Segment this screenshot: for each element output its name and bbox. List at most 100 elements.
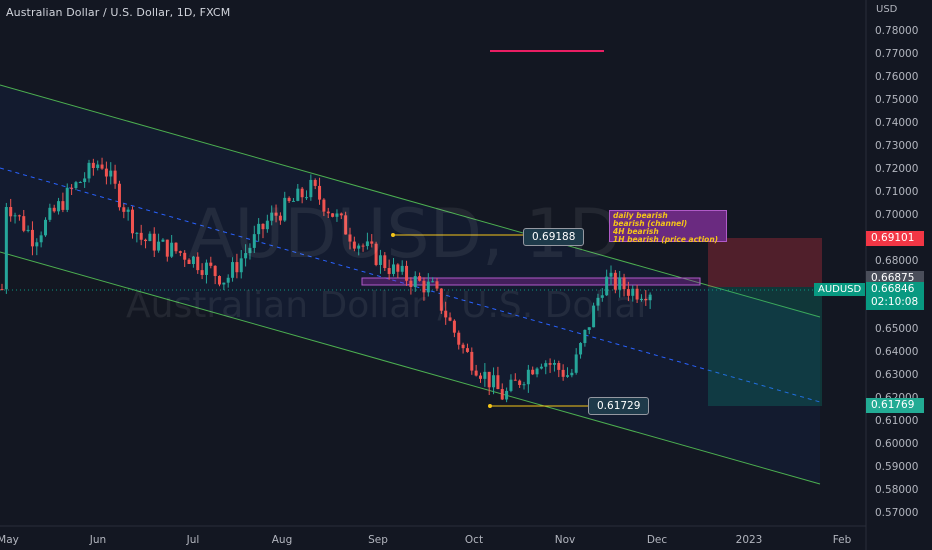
x-tick-label: Dec <box>646 534 668 546</box>
candle-body <box>400 265 404 272</box>
x-tick-label: Jul <box>186 534 200 546</box>
candle-body <box>474 370 478 376</box>
reward-zone <box>708 287 822 406</box>
candle-body <box>500 389 504 400</box>
candle-body <box>96 164 100 168</box>
candle-body <box>496 375 500 390</box>
candle-body <box>274 212 278 216</box>
candle-body <box>518 380 522 385</box>
candle-body <box>231 262 235 278</box>
candle-body <box>287 197 291 202</box>
candle-body <box>331 213 335 217</box>
candle-body <box>626 289 630 296</box>
candle-body <box>39 235 43 243</box>
candle-body <box>9 207 13 217</box>
candle-body <box>426 281 430 293</box>
y-tick-label: 0.74000 <box>875 116 919 129</box>
candle-body <box>639 298 643 300</box>
candle-body <box>35 242 39 247</box>
candle-body <box>622 277 626 290</box>
candle-body <box>413 276 417 288</box>
candle-body <box>22 216 26 231</box>
candle-body <box>13 215 17 217</box>
candle-body <box>283 197 287 221</box>
note-line: bearish (channel) <box>613 219 688 228</box>
target-price-tag: 0.69101 <box>866 231 924 246</box>
x-tick-label: Nov <box>554 534 576 546</box>
candle-body <box>465 348 469 352</box>
candle-body <box>544 363 548 367</box>
candle-body <box>457 332 461 345</box>
candle-body <box>148 233 152 242</box>
x-tick-label: 2023 <box>735 534 763 546</box>
y-tick-label: 0.71000 <box>875 185 919 198</box>
candle-body <box>235 262 239 273</box>
candle-body <box>78 182 82 184</box>
currency-label: USD <box>876 4 898 15</box>
candle-body <box>144 239 148 242</box>
candle-body <box>574 354 578 373</box>
note-line: 4H bearish <box>613 227 659 236</box>
candle-body <box>644 298 648 301</box>
candle-body <box>239 258 243 273</box>
candle-body <box>392 264 395 274</box>
candle-body <box>26 229 30 231</box>
candle-body <box>396 264 400 272</box>
candle-body <box>70 187 74 189</box>
candle-body <box>570 372 574 376</box>
candle-body <box>100 164 104 169</box>
candle-body <box>374 243 378 265</box>
candle-body <box>61 201 65 210</box>
y-tick-label: 0.68000 <box>875 254 919 267</box>
candle-body <box>470 351 474 371</box>
analysis-note[interactable]: daily bearish bearish (channel) 4H beari… <box>609 210 727 244</box>
y-tick-label: 0.61000 <box>875 415 919 428</box>
candle-body <box>509 379 513 391</box>
candle-body <box>587 327 591 330</box>
candle-body <box>257 223 261 235</box>
candle-body <box>335 213 339 217</box>
candle-body <box>631 288 635 296</box>
candle-body <box>605 276 609 296</box>
candle-body <box>526 369 530 385</box>
candle-body <box>387 268 391 274</box>
candle-body <box>444 310 448 318</box>
candle-body <box>452 320 456 333</box>
candle-body <box>178 251 182 253</box>
candle-body <box>313 179 317 186</box>
candle-body <box>291 200 295 202</box>
x-tick-label: Jun <box>89 534 107 546</box>
current-price-tag: 0.66846 02:10:08 <box>866 282 924 310</box>
candle-body <box>52 207 56 212</box>
candle-body <box>361 245 365 247</box>
x-tick-label: Sep <box>368 534 388 546</box>
candle-body <box>592 305 596 328</box>
candle-body <box>609 272 613 277</box>
swing-high-dot <box>391 233 395 237</box>
swing-high-label[interactable]: 0.69188 <box>523 228 585 246</box>
y-tick-label: 0.73000 <box>875 139 919 152</box>
bar-countdown: 02:10:08 <box>871 296 919 308</box>
swing-low-label[interactable]: 0.61729 <box>588 397 650 415</box>
candle-body <box>322 199 326 212</box>
candle-body <box>552 363 556 365</box>
candle-body <box>352 241 356 249</box>
candle-body <box>531 369 535 375</box>
candle-body <box>152 233 156 251</box>
candle-body <box>44 219 47 236</box>
candle-body <box>174 242 178 252</box>
candle-body <box>348 234 352 242</box>
y-tick-label: 0.63000 <box>875 369 919 382</box>
candle-body <box>613 272 617 290</box>
candle-body <box>487 371 491 388</box>
candle-body <box>561 369 565 377</box>
candle-body <box>339 213 343 216</box>
resistance-zone <box>361 277 701 286</box>
candle-body <box>244 253 248 259</box>
candle-body <box>439 288 443 311</box>
x-tick-label: Aug <box>271 534 293 546</box>
candle-body <box>17 215 21 217</box>
